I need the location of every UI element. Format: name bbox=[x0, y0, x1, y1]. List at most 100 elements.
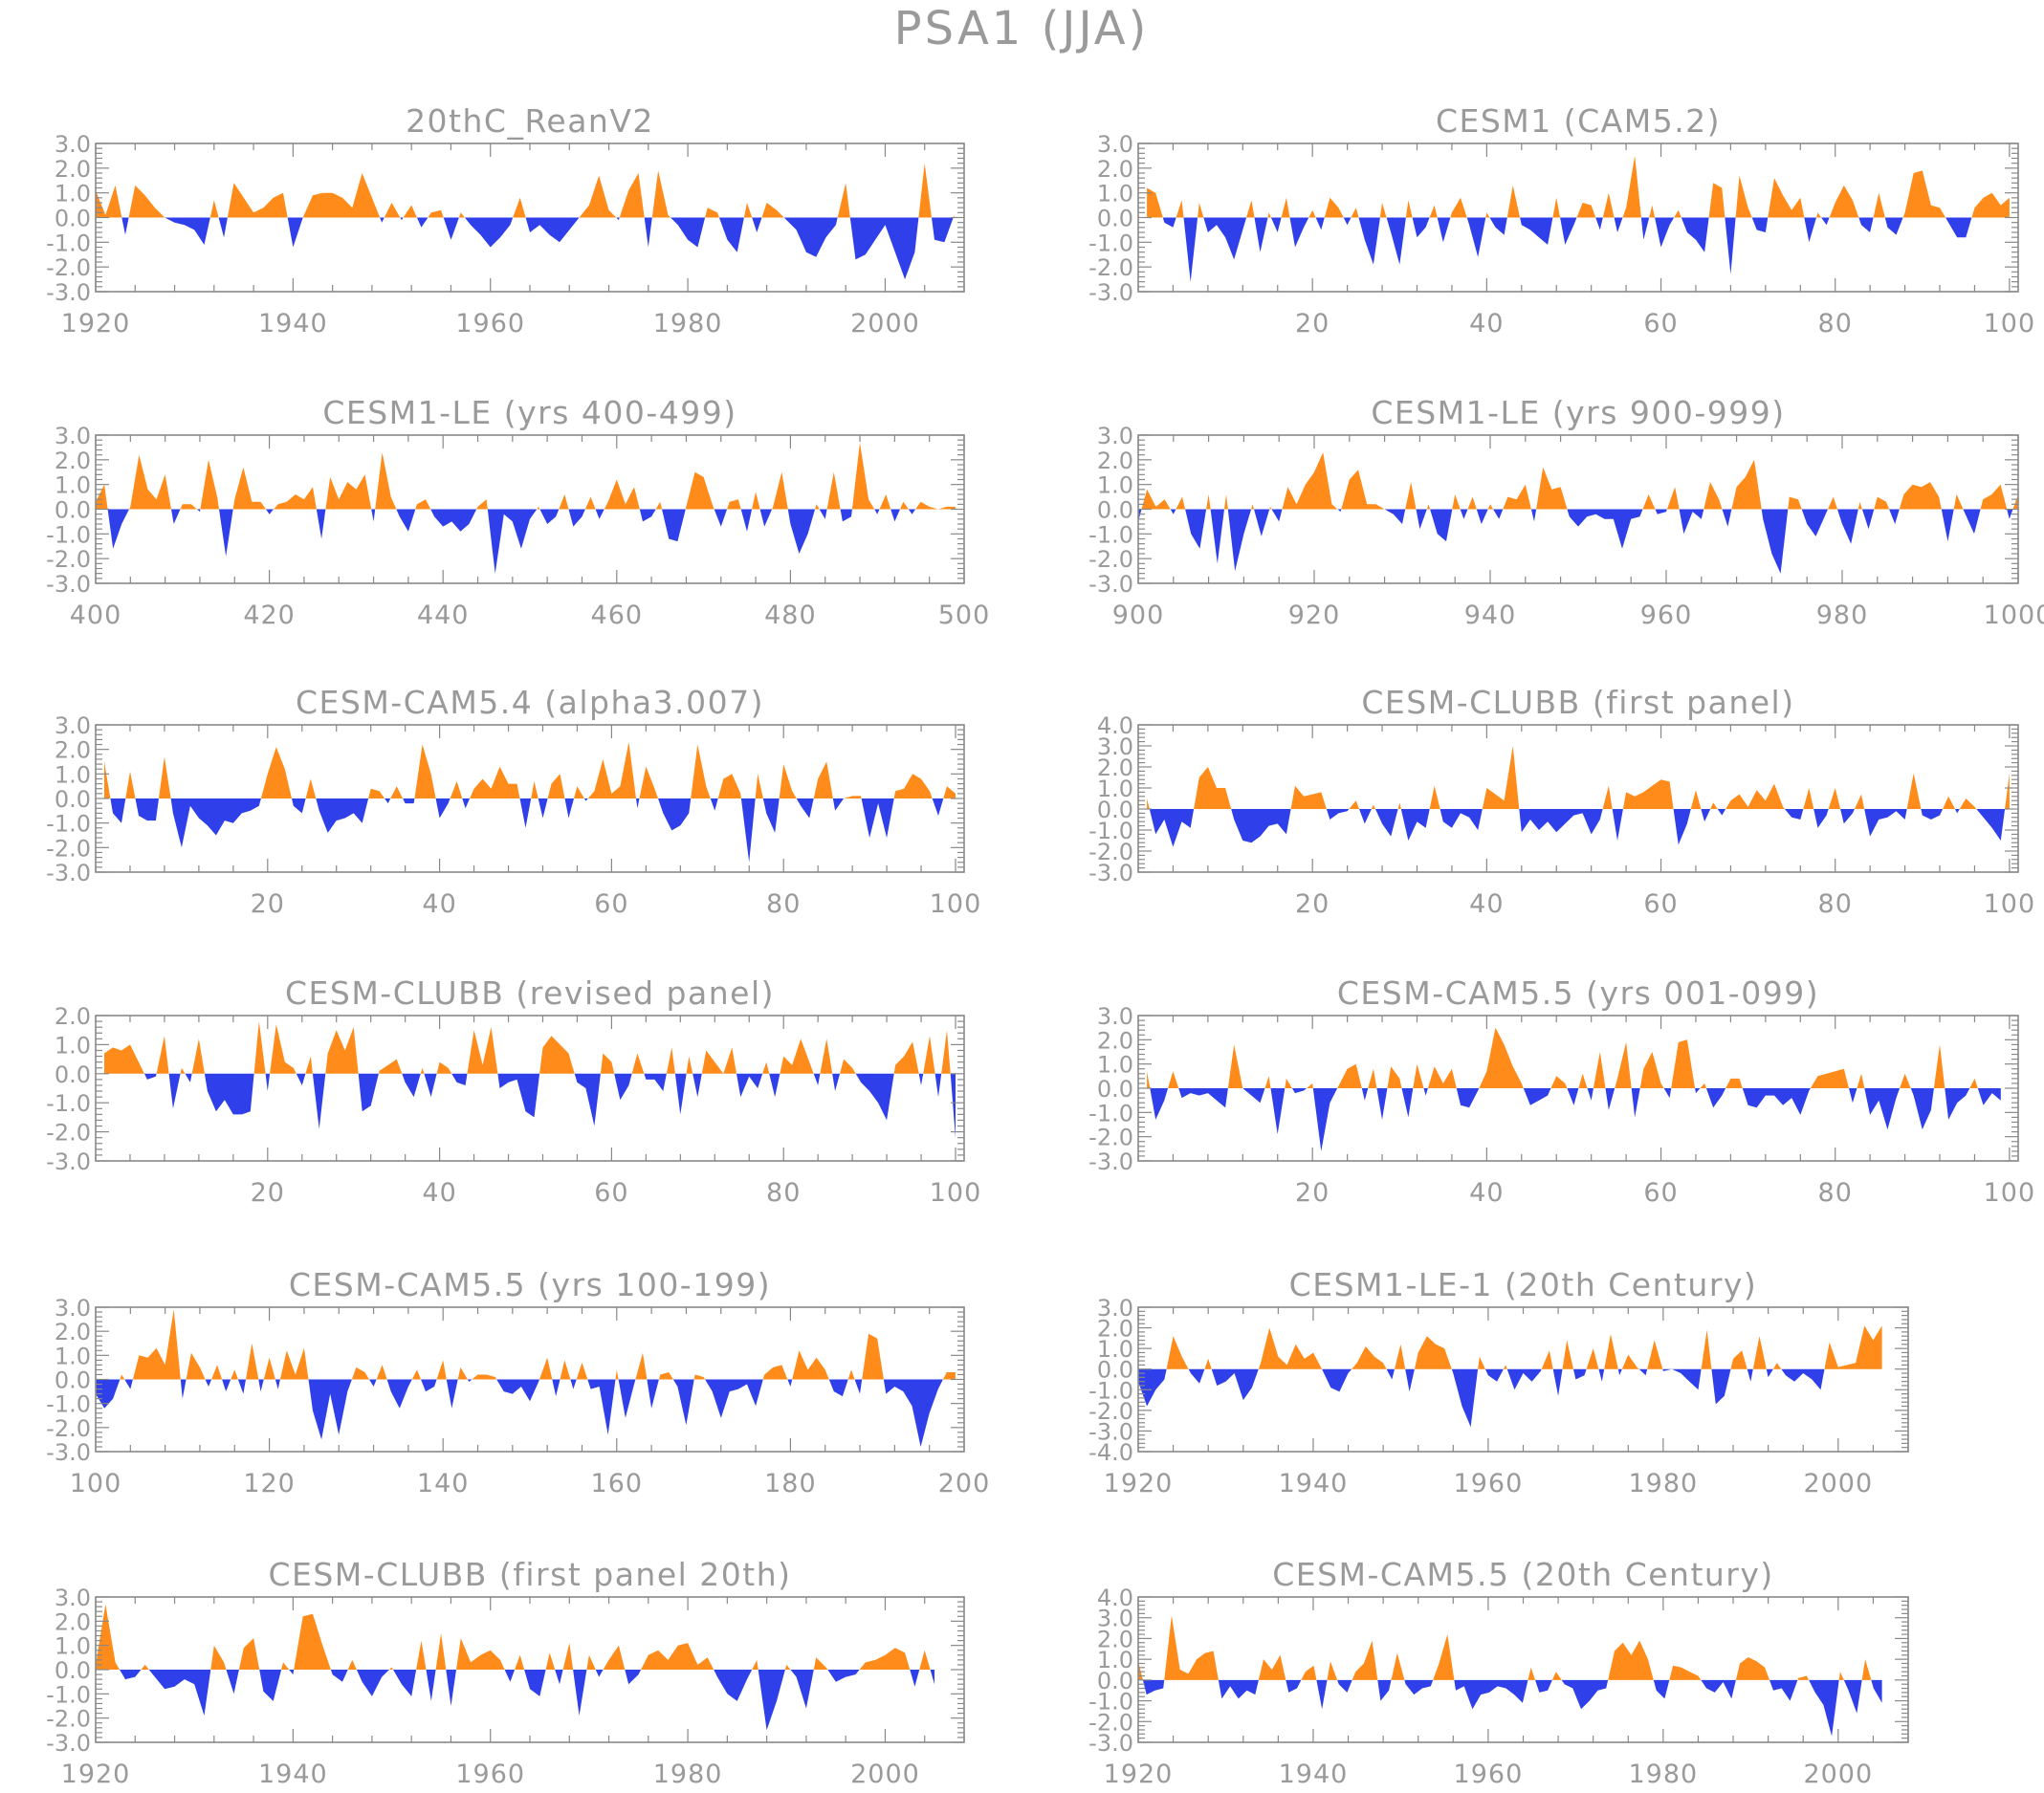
y-tick-label: 2.0 bbox=[1097, 448, 1133, 474]
y-tick-label: 1.0 bbox=[55, 1343, 91, 1369]
y-tick-label: 2.0 bbox=[55, 156, 91, 183]
x-tick-label: 1980 bbox=[653, 309, 723, 339]
y-tick-label: -1.0 bbox=[46, 1391, 91, 1418]
x-tick-label: 960 bbox=[1640, 601, 1693, 630]
x-tick-label: 40 bbox=[422, 1178, 456, 1208]
x-tick-label: 1980 bbox=[1629, 1760, 1699, 1789]
x-tick-label: 920 bbox=[1288, 601, 1341, 630]
negative-area bbox=[1147, 217, 2010, 282]
x-tick-label: 40 bbox=[422, 889, 456, 919]
negative-area bbox=[104, 798, 956, 863]
y-tick-label: -2.0 bbox=[46, 1706, 91, 1733]
x-tick-label: 40 bbox=[1469, 309, 1504, 339]
panel-11: CESM-CLUBB (first panel 20th) -3.0-2.0-1.… bbox=[46, 1556, 965, 1789]
x-tick-label: 40 bbox=[1469, 1178, 1504, 1208]
y-tick-label: 1.0 bbox=[55, 761, 91, 788]
y-tick-label: 2.0 bbox=[1097, 156, 1133, 183]
negative-area bbox=[1138, 1679, 1882, 1737]
y-tick-label: 1.0 bbox=[1097, 181, 1133, 208]
x-tick-label: 1960 bbox=[455, 1760, 525, 1789]
x-tick-label: 20 bbox=[1295, 309, 1330, 339]
panel-5: CESM-CAM5.4 (alpha3.007)-3.0-2.0-1.00.01… bbox=[46, 684, 980, 919]
x-tick-label: 100 bbox=[70, 1469, 122, 1498]
x-tick-label: 1920 bbox=[1104, 1469, 1174, 1498]
y-tick-label: -2.0 bbox=[46, 546, 91, 573]
x-tick-label: 2000 bbox=[1803, 1760, 1873, 1789]
y-tick-label: -1.0 bbox=[46, 811, 91, 838]
x-tick-label: 400 bbox=[70, 601, 122, 630]
positive-area bbox=[1147, 155, 2010, 218]
y-tick-label: 0.0 bbox=[1097, 1076, 1133, 1103]
x-tick-label: 1920 bbox=[61, 1760, 131, 1789]
panel-8: CESM-CAM5.5 (yrs 001-099) -3.0-2.0-1.00.0… bbox=[1088, 974, 2034, 1208]
panel-title: CESM-CAM5.4 (alpha3.007) bbox=[296, 684, 764, 721]
x-tick-label: 1960 bbox=[455, 309, 525, 339]
y-tick-label: -1.0 bbox=[1088, 230, 1133, 256]
y-tick-label: -2.0 bbox=[46, 254, 91, 281]
x-tick-label: 60 bbox=[1643, 1178, 1678, 1208]
x-tick-label: 1940 bbox=[1279, 1760, 1349, 1789]
y-tick-label: 3.0 bbox=[55, 1585, 91, 1611]
y-tick-label: -4.0 bbox=[1088, 1439, 1133, 1466]
y-tick-label: -3.0 bbox=[1088, 1148, 1133, 1175]
y-tick-label: -1.0 bbox=[1088, 1377, 1133, 1404]
y-tick-label: 0.0 bbox=[1097, 797, 1133, 823]
x-tick-label: 180 bbox=[764, 1469, 817, 1498]
panel-6: CESM-CLUBB (first panel)-3.0-2.0-1.00.01… bbox=[1088, 684, 2036, 919]
panel-title: CESM1 (CAM5.2) bbox=[1436, 102, 1721, 140]
y-tick-label: 3.0 bbox=[55, 423, 91, 449]
y-tick-label: 3.0 bbox=[1097, 1295, 1133, 1322]
x-tick-label: 60 bbox=[1643, 889, 1678, 919]
negative-area bbox=[1138, 1368, 1882, 1428]
figure-title: PSA1 (JJA) bbox=[894, 2, 1150, 55]
x-tick-label: 1940 bbox=[258, 1760, 328, 1789]
panel-title: CESM-CLUBB (first panel 20th) bbox=[268, 1556, 791, 1593]
y-tick-label: -2.0 bbox=[1088, 546, 1133, 573]
panel-title: CESM1-LE (yrs 900-999) bbox=[1371, 394, 1785, 431]
y-tick-label: 3.0 bbox=[55, 1295, 91, 1322]
y-tick-label: 1.0 bbox=[1097, 1647, 1133, 1673]
negative-area bbox=[96, 509, 956, 574]
positive-area bbox=[1138, 452, 2018, 510]
x-tick-label: 100 bbox=[1984, 889, 2036, 919]
plot-frame bbox=[1137, 1596, 1909, 1743]
x-tick-label: 80 bbox=[1818, 889, 1853, 919]
positive-area bbox=[104, 1021, 956, 1074]
panel-2: CESM1 (CAM5.2) -3.0-2.0-1.00.01.02.03.0 20… bbox=[1088, 102, 2036, 339]
y-tick-label: -1.0 bbox=[46, 1090, 91, 1117]
y-tick-label: -3.0 bbox=[1088, 1418, 1133, 1445]
y-tick-label: 3.0 bbox=[1097, 1606, 1133, 1632]
y-tick-label: 3.0 bbox=[55, 712, 91, 739]
panel-title: CESM1-LE (yrs 400-499) bbox=[322, 394, 736, 431]
panel-3: CESM1-LE (yrs 400-499) -3.0-2.0-1.00.01.0… bbox=[46, 394, 991, 630]
x-tick-label: 980 bbox=[1816, 601, 1869, 630]
x-tick-label: 60 bbox=[594, 1178, 628, 1208]
y-tick-label: -2.0 bbox=[1088, 1125, 1133, 1151]
y-tick-label: 0.0 bbox=[1097, 206, 1133, 232]
y-tick-label: 2.0 bbox=[55, 1319, 91, 1345]
x-tick-label: 100 bbox=[1984, 309, 2036, 339]
x-tick-label: 1960 bbox=[1454, 1760, 1524, 1789]
panel-title: CESM-CLUBB (first panel) bbox=[1361, 684, 1794, 721]
panel-7: CESM-CLUBB (revised panel) -3.0-2.0 -1.00.… bbox=[46, 974, 980, 1208]
y-tick-label: 1.0 bbox=[1097, 472, 1133, 499]
x-tick-label: 420 bbox=[243, 601, 296, 630]
positive-area bbox=[96, 1309, 956, 1380]
y-tick-label: -2.0 bbox=[1088, 1398, 1133, 1425]
x-tick-label: 80 bbox=[766, 1178, 801, 1208]
y-tick-label: -1.0 bbox=[1088, 1689, 1133, 1716]
x-tick-label: 440 bbox=[417, 601, 470, 630]
positive-area bbox=[1147, 1027, 2001, 1088]
plot-frame bbox=[95, 1015, 965, 1162]
y-tick-label: -3.0 bbox=[1088, 1730, 1133, 1757]
y-tick-label: 3.0 bbox=[1097, 131, 1133, 158]
y-tick-label: -2.0 bbox=[1088, 839, 1133, 865]
panel-title: CESM-CAM5.5 (yrs 001-099) bbox=[1337, 974, 1819, 1012]
panel-title: CESM-CAM5.5 (yrs 100-199) bbox=[289, 1266, 771, 1303]
negative-area bbox=[1147, 1088, 2001, 1151]
x-tick-label: 20 bbox=[1295, 1178, 1330, 1208]
x-tick-label: 500 bbox=[938, 601, 991, 630]
y-tick-label: 0.0 bbox=[1097, 1357, 1133, 1384]
y-tick-label: -3.0 bbox=[46, 860, 91, 886]
positive-area bbox=[104, 742, 956, 798]
